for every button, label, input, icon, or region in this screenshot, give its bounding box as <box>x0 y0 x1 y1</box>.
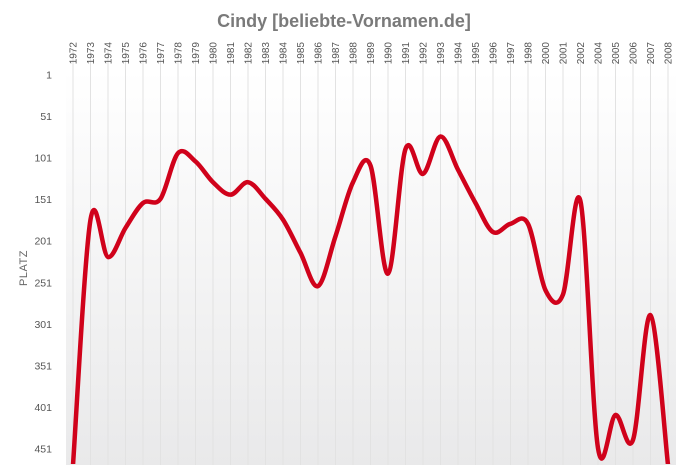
x-tick-label: 1986 <box>314 42 325 65</box>
x-tick-label: 1987 <box>331 42 342 65</box>
y-tick-label: 451 <box>34 444 52 456</box>
y-tick-label: 101 <box>34 153 52 165</box>
x-tick-label: 2001 <box>559 42 570 65</box>
x-tick-label: 1996 <box>489 42 500 65</box>
x-tick-label: 1974 <box>104 42 115 65</box>
x-tick-label: 2007 <box>646 42 657 65</box>
x-tick-label: 2008 <box>664 42 675 65</box>
x-tick-label: 1984 <box>279 42 290 65</box>
x-tick-label: 1988 <box>349 42 360 65</box>
x-tick-label: 1980 <box>209 42 220 65</box>
y-tick-label: 151 <box>34 194 52 206</box>
series-layer <box>70 134 671 464</box>
grid <box>72 50 669 465</box>
x-tick-label: 1977 <box>156 42 167 65</box>
x-tick-label: 1994 <box>454 42 465 65</box>
x-tick-label: 2000 <box>541 42 552 65</box>
x-tick-label: 1993 <box>436 42 447 65</box>
x-tick-label: 1998 <box>524 42 535 65</box>
x-tick-label: 1995 <box>471 42 482 65</box>
y-tick-label: 401 <box>34 402 52 414</box>
x-tick-label: 1992 <box>419 42 430 65</box>
x-tick-label: 1978 <box>174 42 185 65</box>
series-line <box>70 134 671 464</box>
y-tick-label: 351 <box>34 360 52 372</box>
y-tick-label: 51 <box>40 111 52 123</box>
x-tick-label: 1991 <box>401 42 412 65</box>
x-tick-label: 1985 <box>296 42 307 65</box>
x-tick-label: 1975 <box>121 42 132 65</box>
x-tick-label: 1983 <box>261 42 272 65</box>
y-tick-label: 301 <box>34 319 52 331</box>
x-tick-label: 2004 <box>594 42 605 65</box>
y-tick-label: 251 <box>34 277 52 289</box>
x-tick-label: 1973 <box>86 42 97 65</box>
x-tick-label: 1981 <box>226 42 237 65</box>
x-tick-label: 1997 <box>506 42 517 65</box>
x-tick-label: 2006 <box>629 42 640 65</box>
x-tick-label: 1972 <box>69 42 80 65</box>
x-tick-label: 2002 <box>576 42 587 65</box>
x-axis-ticks: 1972 1973 1974 1975 1976 1977 1978 1979 1980 1981… <box>69 42 675 65</box>
x-tick-label: 1979 <box>191 42 202 65</box>
y-tick-label: 1 <box>46 70 52 82</box>
y-axis-label: PLATZ <box>18 250 30 286</box>
chart-title: Cindy [beliebte-Vornamen.de] <box>217 11 471 31</box>
x-tick-label: 1989 <box>366 42 377 65</box>
x-tick-label: 1976 <box>139 42 150 65</box>
x-tick-label: 1990 <box>384 42 395 65</box>
y-tick-label: 201 <box>34 236 52 248</box>
x-tick-label: 2005 <box>611 42 622 65</box>
x-tick-label: 1982 <box>244 42 255 65</box>
